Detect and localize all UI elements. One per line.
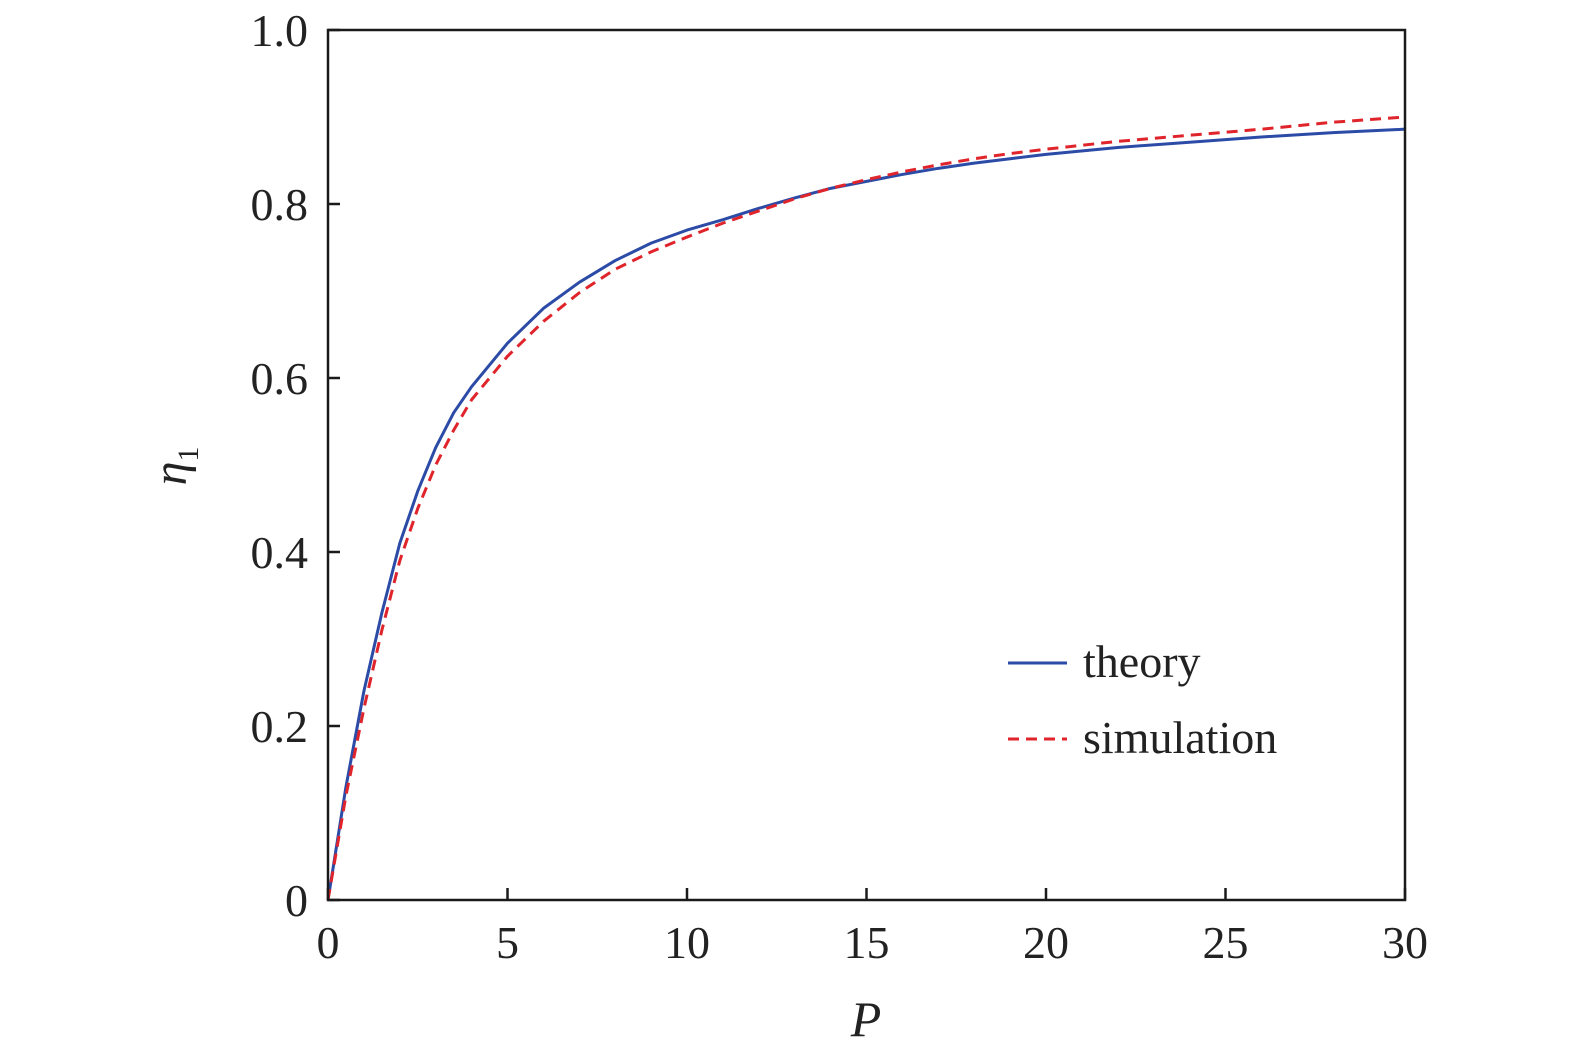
- y-tick-label: 1.0: [251, 5, 309, 56]
- x-tick-label: 5: [496, 917, 519, 968]
- x-tick-label: 25: [1203, 917, 1249, 968]
- y-tick-label: 0.6: [251, 353, 309, 404]
- y-tick-label: 0: [285, 875, 308, 926]
- series-line-theory: [326, 127, 1406, 901]
- x-tick-label: 20: [1023, 917, 1069, 968]
- y-tick-label: 0.4: [251, 527, 309, 578]
- y-axis-title: η1: [144, 447, 205, 486]
- x-tick-label: 30: [1382, 917, 1428, 968]
- ticks-layer: 0 5 10 15 20 25 30 0 0.2 0.4 0.6 0.8 1.0: [251, 5, 1429, 968]
- x-tick-label: 0: [317, 917, 340, 968]
- y-axis-title-main: η: [144, 462, 197, 486]
- y-tick-label: 0.2: [251, 701, 309, 752]
- series-layer: [326, 115, 1406, 901]
- x-axis-title: P: [850, 991, 882, 1047]
- y-axis-title-subscript: 1: [172, 447, 205, 462]
- x-tick-label: 10: [664, 917, 710, 968]
- legend-label-simulation: simulation: [1083, 712, 1277, 763]
- plot-frame: [326, 28, 1407, 902]
- series-line-simulation: [326, 115, 1406, 901]
- x-tick-label: 15: [844, 917, 890, 968]
- y-tick-label: 0.8: [251, 179, 309, 230]
- legend: theory simulation: [1008, 636, 1277, 763]
- legend-label-theory: theory: [1083, 636, 1201, 687]
